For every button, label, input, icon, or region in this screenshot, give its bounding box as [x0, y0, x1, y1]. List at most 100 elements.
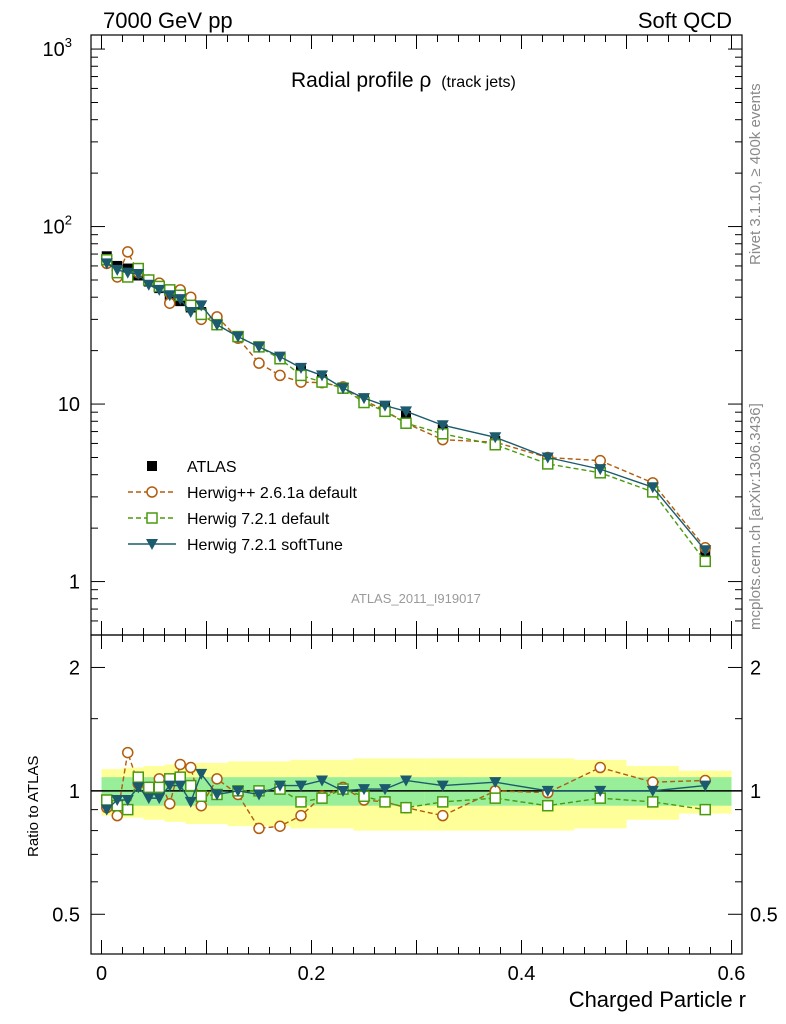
ratio-series-2-point — [163, 780, 176, 792]
mcplots-label: mcplots.cern.ch [arXiv:1306.3436] — [747, 403, 764, 630]
ratio-series-0-point — [195, 799, 207, 812]
ratio-series-0-point — [274, 820, 286, 832]
x-tick-label: 0.6 — [718, 963, 746, 985]
ratio-series-2-point — [195, 768, 208, 780]
main-series-3-point — [211, 319, 223, 331]
main-y-tick-label: 103 — [43, 35, 72, 61]
ratio-series-2-point — [316, 775, 328, 787]
legend: ATLAS Herwig++ 2.6.1a default Herwig 7.2.1… — [128, 459, 357, 554]
ratio-series-0-point — [122, 746, 134, 759]
main-plot-title-text: Radial profile ρ — [291, 69, 431, 92]
main-series-3-point — [295, 362, 307, 374]
main-series-1-point — [274, 369, 286, 382]
x-tick-label: 0.2 — [298, 963, 326, 985]
main-y-tick-exponent: 3 — [65, 35, 72, 50]
ratio-series-2-point — [111, 794, 124, 806]
main-series-3-point — [274, 351, 286, 363]
ratio-series-2-point — [400, 775, 412, 787]
ratio-series-1-point — [400, 801, 412, 814]
legend-marker-3 — [146, 539, 158, 550]
ratio-series-2-point — [274, 780, 286, 792]
main-series-3-point — [699, 545, 712, 557]
main-plot-title-suffix: (track jets) — [441, 74, 516, 91]
legend-label-1: Herwig++ 2.6.1a default — [187, 485, 357, 502]
legend-label-0: ATLAS — [187, 459, 237, 476]
ratio-series-2-point — [594, 785, 607, 797]
ratio-y-tick-label-right: 2 — [750, 657, 761, 679]
main-y-tick-exponent: 2 — [65, 213, 72, 228]
main-series-3-point — [100, 258, 113, 270]
x-axis-label: Charged Particle r — [569, 987, 746, 1012]
main-series-1-point — [253, 357, 265, 369]
main-series-3-point — [153, 284, 166, 296]
main-series-3-point — [400, 406, 412, 418]
main-series-3-point — [541, 452, 554, 464]
main-series-2-point — [400, 417, 412, 429]
ratio-axis-ticks: 0.5 0.5 1 1 2 2 0 0.2 0.4 0.6 — [52, 635, 778, 985]
ratio-series-2-point — [699, 780, 712, 792]
main-plot-title: Radial profile ρ (track jets) — [291, 69, 516, 92]
analysis-id-label: ATLAS_2011_I919017 — [351, 591, 481, 606]
main-series-3-point — [163, 290, 176, 302]
ratio-series-0-point — [594, 761, 606, 774]
legend-label-2: Herwig 7.2.1 default — [187, 511, 330, 528]
ratio-series-0-point — [164, 798, 176, 810]
x-tick-label: 0.4 — [508, 963, 536, 985]
main-series-3-point — [174, 294, 187, 306]
ratio-series-2-point — [646, 785, 659, 797]
ratio-series-0-point — [647, 776, 659, 788]
ratio-series-1-point — [437, 796, 449, 808]
ratio-series-1-point — [153, 781, 165, 794]
legend-marker-2 — [146, 512, 158, 524]
ratio-series-1-point — [122, 803, 134, 816]
ratio-y-tick-label: 0.5 — [52, 904, 80, 926]
header-left-label: 7000 GeV pp — [103, 8, 233, 33]
ratio-series-1-point — [143, 781, 155, 794]
main-series-1-point — [122, 246, 134, 258]
main-series-line-1 — [106, 250, 706, 549]
ratio-series-0-point — [295, 809, 307, 822]
ratio-series-2-point — [153, 793, 166, 805]
ratio-series-1-point — [101, 794, 113, 806]
ratio-series-1-point — [185, 779, 197, 792]
main-series-3-point — [184, 307, 197, 319]
ratio-series-2-point — [379, 784, 391, 796]
main-series-3-point — [489, 432, 502, 444]
ratio-series-2-point — [541, 785, 554, 797]
ratio-series-2-point — [184, 796, 197, 808]
ratio-series-2-point — [489, 777, 502, 789]
main-series-3-point — [646, 482, 659, 494]
main-y-tick-label: 10 — [58, 394, 80, 416]
main-series-3-point — [111, 264, 124, 276]
ratio-series-0-point — [211, 773, 223, 785]
ratio-y-tick-label: 2 — [69, 657, 80, 679]
ratio-series-1-point — [489, 792, 501, 804]
ratio-series-1-point — [295, 796, 307, 808]
header-right-label: Soft QCD — [638, 8, 732, 33]
main-y-tick-label: 1 — [69, 572, 80, 594]
ratio-y-tick-label: 1 — [69, 781, 80, 803]
main-series-3-point — [594, 464, 607, 476]
legend-marker-1 — [146, 486, 158, 498]
ratio-series-0-point — [174, 758, 186, 771]
main-series-3-point — [121, 267, 134, 279]
main-series-3-point — [253, 341, 265, 353]
ratio-series-2-point — [100, 804, 113, 816]
main-y-tick-label: 102 — [43, 213, 72, 239]
ratio-series-2-point — [121, 794, 134, 806]
ratio-series-1-point — [132, 771, 144, 783]
main-series-3-point — [132, 269, 145, 281]
ratio-series-2-point — [337, 785, 349, 797]
ratio-series-2-point — [436, 780, 449, 792]
ratio-series-1-point — [195, 790, 207, 803]
ratio-series-2-point — [142, 793, 155, 805]
ratio-series-0-point — [111, 809, 123, 822]
ratio-plot-series — [100, 746, 712, 835]
ratio-y-tick-label-right: 1 — [750, 781, 761, 803]
ratio-series-0-point — [437, 809, 449, 822]
ratio-series-2-point — [358, 784, 370, 796]
main-series-3-point — [316, 370, 328, 382]
ratio-series-0-point — [253, 822, 265, 835]
ratio-series-2-point — [132, 782, 145, 794]
